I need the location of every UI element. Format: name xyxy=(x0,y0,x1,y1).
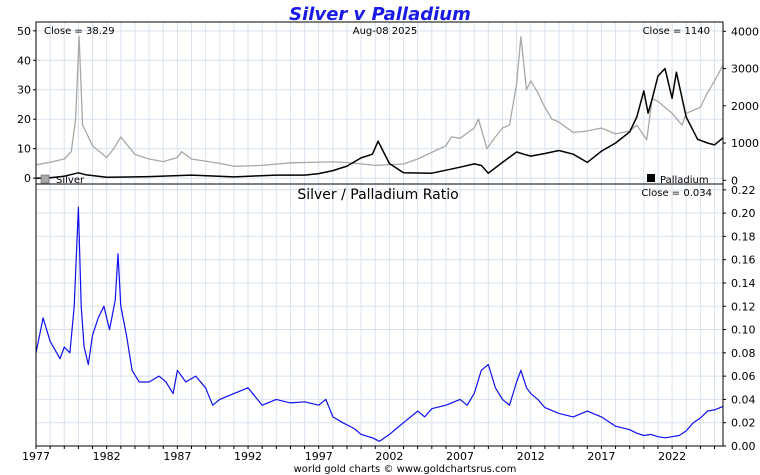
legend-silver-label: Silver xyxy=(56,175,85,186)
ratio-tick-label: 0.20 xyxy=(731,207,756,220)
bottom-panel-frame xyxy=(35,183,724,447)
ratio-tick-label: 0.10 xyxy=(731,324,756,337)
x-tick-label: 1982 xyxy=(93,450,121,463)
ratio-tick-label: 0.06 xyxy=(731,370,756,383)
left-tick-label: 20 xyxy=(17,113,31,126)
series-line-silver xyxy=(35,36,724,167)
ratio-tick-label: 0.12 xyxy=(731,300,756,313)
x-tick-label: 1977 xyxy=(22,450,50,463)
chart-title: Silver v Palladium xyxy=(289,4,471,25)
series-line-ratio xyxy=(35,206,724,442)
right-tick-label: 3000 xyxy=(731,63,759,76)
x-tick-label: 2017 xyxy=(587,450,615,463)
right-tick-label: 2000 xyxy=(731,100,759,113)
date-label: Aug-08 2025 xyxy=(353,26,418,37)
footer-credit: world gold charts © www.goldchartsrus.co… xyxy=(294,464,517,475)
left-tick-label: 0 xyxy=(24,172,31,185)
axis-layer: 0 10 20 30 40 50 0 1000 2000 3000 4000 0.00 0.02 0.04… xyxy=(17,25,759,463)
x-tick-label: 2002 xyxy=(375,450,403,463)
left-tick-label: 30 xyxy=(17,84,31,97)
series-line-palladium xyxy=(35,67,724,179)
ratio-tick-label: 0.04 xyxy=(731,393,756,406)
left-tick-label: 40 xyxy=(17,54,31,67)
x-tick-label: 2012 xyxy=(517,450,545,463)
palladium-close-label: Close = 1140 xyxy=(643,26,710,37)
top-panel-frame xyxy=(35,21,724,185)
legend-silver-swatch xyxy=(40,174,50,184)
ratio-tick-label: 0.16 xyxy=(731,254,756,267)
x-tick-label: 1987 xyxy=(163,450,191,463)
right-tick-label: 1000 xyxy=(731,137,759,150)
x-tick-label: 1992 xyxy=(234,450,262,463)
ratio-tick-label: 0.22 xyxy=(731,184,756,197)
x-tick-label: 1997 xyxy=(305,450,333,463)
legend-palladium-label: Palladium xyxy=(660,175,709,186)
ratio-tick-label: 0.00 xyxy=(731,440,756,453)
ratio-tick-label: 0.08 xyxy=(731,347,756,360)
ratio-subtitle: Silver / Palladium Ratio xyxy=(297,187,458,203)
series-layer xyxy=(35,36,724,442)
left-tick-label: 10 xyxy=(17,143,31,156)
right-tick-label: 4000 xyxy=(731,25,759,38)
x-tick-label: 2007 xyxy=(446,450,474,463)
ratio-close-label: Close = 0.034 xyxy=(641,188,712,199)
ratio-tick-label: 0.18 xyxy=(731,230,756,243)
ratio-tick-label: 0.02 xyxy=(731,417,756,430)
silver-close-label: Close = 38.29 xyxy=(44,26,115,37)
right-tick-label: 0 xyxy=(731,174,738,187)
ratio-tick-label: 0.14 xyxy=(731,277,756,290)
x-tick-label: 2022 xyxy=(658,450,686,463)
left-tick-label: 50 xyxy=(17,25,31,38)
legend-palladium-swatch xyxy=(647,174,655,182)
